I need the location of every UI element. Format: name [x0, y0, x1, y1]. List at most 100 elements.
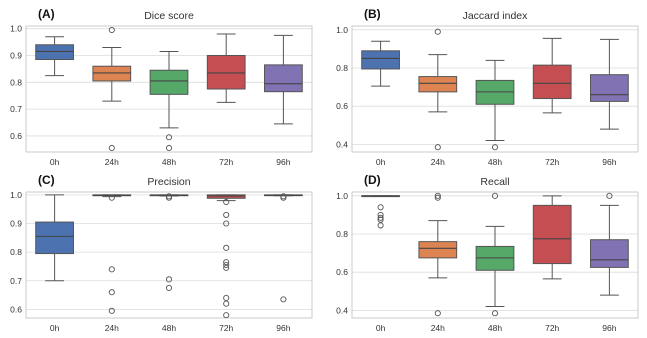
- y-tick-label: 0.8: [10, 77, 22, 87]
- x-tick-label: 24h: [431, 157, 445, 167]
- box-body: [590, 239, 629, 268]
- box-0h: [35, 194, 74, 282]
- outlier-point: [108, 194, 115, 201]
- outlier-point: [165, 276, 173, 283]
- plot-frame: [25, 191, 313, 319]
- plot-frame: [351, 25, 639, 153]
- box-96h: [590, 38, 629, 130]
- outlier-point: [108, 144, 115, 152]
- box-body: [206, 54, 246, 90]
- x-tick-label: 48h: [488, 157, 502, 167]
- outlier-point: [223, 261, 230, 269]
- y-tick-label: 0.4: [336, 139, 348, 149]
- box-48h: [475, 192, 515, 317]
- x-tick-label: 96h: [602, 157, 616, 167]
- y-tick-label: 0.6: [336, 101, 348, 111]
- y-tick-label: 0.6: [10, 131, 22, 141]
- y-tick-label: 0.4: [336, 305, 348, 315]
- box-body: [206, 194, 246, 199]
- outlier-point: [280, 296, 287, 303]
- x-tick-label: 48h: [162, 323, 176, 333]
- x-tick-label: 72h: [545, 157, 559, 167]
- y-tick-label: 0.8: [10, 247, 22, 257]
- panel-c: 0.6 0.7 0.8 0.9 1.0 0h 24h 48h 72h 96h Precision (C…: [10, 173, 313, 333]
- outlier-point: [606, 192, 613, 199]
- box-72h: [206, 33, 246, 103]
- box-48h: [475, 59, 515, 151]
- x-tick-label: 96h: [276, 323, 290, 333]
- x-tick-label: 0h: [376, 323, 386, 333]
- panel-letter: (B): [364, 7, 381, 21]
- panel-a: 0.6 0.7 0.8 0.9 1.0 0h 24h 48h 72h 96h Dice score (…: [10, 7, 313, 167]
- box-body: [532, 204, 572, 265]
- outlier-point: [223, 264, 230, 271]
- outlier-point: [223, 300, 230, 307]
- panel-title: Dice score: [144, 10, 194, 22]
- outlier-point: [434, 28, 441, 35]
- box-24h: [418, 28, 458, 151]
- outlier-point: [223, 312, 230, 319]
- x-tick-label: 0h: [50, 157, 60, 167]
- outlier-point: [223, 244, 230, 251]
- outlier-point: [377, 204, 384, 211]
- y-tick-label: 0.6: [10, 304, 22, 314]
- plot-frame: [25, 25, 313, 153]
- x-tick-label: 24h: [105, 323, 119, 333]
- box-body: [361, 50, 400, 70]
- x-tick-label: 0h: [376, 157, 386, 167]
- y-tick-label: 0.7: [10, 276, 22, 286]
- outlier-point: [165, 284, 173, 291]
- outlier-point: [223, 220, 230, 227]
- panel-letter: (A): [38, 7, 55, 21]
- plot-frame: [351, 191, 639, 319]
- box-body: [264, 64, 303, 93]
- y-tick-label: 0.8: [336, 63, 348, 73]
- y-tick-label: 0.7: [10, 104, 22, 114]
- x-tick-label: 72h: [219, 157, 233, 167]
- x-tick-label: 0h: [50, 323, 60, 333]
- outlier-point: [108, 26, 115, 34]
- box-72h: [206, 194, 246, 319]
- box-24h: [418, 192, 458, 317]
- box-body: [35, 44, 74, 61]
- y-tick-label: 0.6: [336, 267, 348, 277]
- panel-title: Jaccard index: [463, 10, 529, 22]
- box-body: [149, 69, 189, 95]
- box-24h: [92, 26, 132, 152]
- y-tick-label: 1.0: [336, 25, 348, 35]
- box-body: [532, 64, 572, 100]
- outlier-point: [223, 211, 230, 218]
- panel-b: 0.4 0.6 0.8 1.0 0h 24h 48h 72h 96h Jaccard index (…: [336, 7, 639, 167]
- panel-letter: (D): [364, 173, 381, 187]
- outlier-point: [165, 134, 173, 141]
- outlier-point: [223, 259, 230, 266]
- y-tick-label: 1.0: [10, 190, 22, 200]
- x-tick-label: 96h: [602, 323, 616, 333]
- box-72h: [532, 37, 572, 114]
- x-tick-label: 48h: [488, 323, 502, 333]
- y-tick-label: 1.0: [10, 24, 22, 34]
- y-tick-label: 1.0: [336, 191, 348, 201]
- outlier-point: [280, 194, 287, 201]
- box-body: [35, 221, 74, 255]
- outlier-point: [491, 192, 499, 199]
- outlier-point: [491, 310, 499, 317]
- outlier-point: [377, 222, 384, 229]
- outlier-point: [434, 310, 441, 317]
- box-body: [418, 241, 458, 259]
- outlier-point: [434, 144, 441, 151]
- x-tick-label: 72h: [545, 323, 559, 333]
- box-96h: [264, 34, 303, 125]
- outlier-point: [377, 214, 384, 221]
- box-96h: [590, 192, 629, 296]
- y-tick-label: 0.9: [10, 219, 22, 229]
- box-48h: [149, 193, 189, 291]
- x-tick-label: 72h: [219, 323, 233, 333]
- outlier-point: [165, 144, 173, 152]
- panel-letter: (C): [38, 173, 55, 187]
- outlier-point: [165, 194, 173, 201]
- box-0h: [361, 40, 400, 87]
- outlier-point: [377, 216, 384, 223]
- y-tick-label: 0.9: [10, 50, 22, 60]
